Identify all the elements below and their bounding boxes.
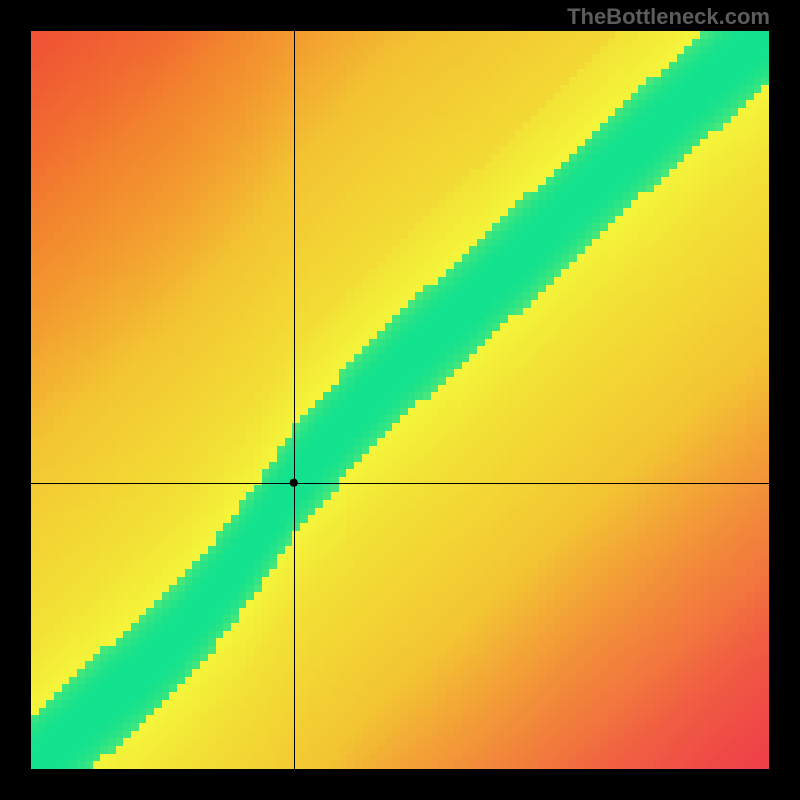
- chart-stage: TheBottleneck.com: [0, 0, 800, 800]
- bottleneck-heatmap: [31, 31, 769, 769]
- watermark-label: TheBottleneck.com: [567, 4, 770, 30]
